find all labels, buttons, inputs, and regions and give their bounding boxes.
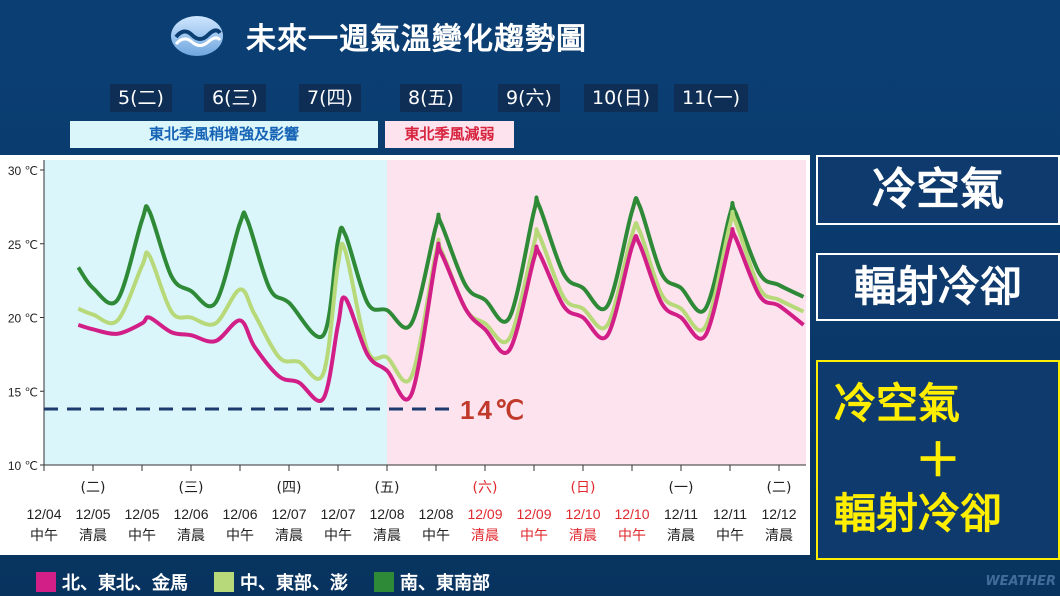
legend-label: 中、東部、澎 — [240, 573, 348, 594]
y-tick-label: 30 ℃ — [8, 164, 38, 178]
day-label: 9(六) — [498, 84, 560, 112]
x-tick-period: 中午 — [716, 528, 744, 544]
x-tick-period: 清晨 — [373, 528, 401, 544]
legend-swatch — [374, 572, 394, 592]
x-tick-date: 12/10 — [565, 506, 600, 522]
x-tick-weekday: (五) — [375, 480, 400, 496]
series-line-1 — [77, 209, 805, 384]
x-tick-date: 12/12 — [761, 506, 796, 522]
background-region-strengthen — [44, 160, 387, 465]
cwa-logo-icon — [171, 16, 223, 56]
x-tick-period: 中午 — [520, 528, 548, 544]
x-tick-weekday: (一) — [669, 480, 694, 496]
x-tick-weekday: (二) — [767, 480, 792, 496]
combined-box: 冷空氣 ＋ 輻射冷卻 — [816, 360, 1060, 560]
x-tick-date: 12/11 — [713, 506, 747, 522]
monsoon-strengthen-band: 東北季風稍增強及影響 — [70, 121, 378, 148]
legend-item-central: 中、東部、澎 — [214, 569, 348, 595]
x-tick-date: 12/04 — [26, 506, 61, 522]
x-tick-period: 中午 — [30, 528, 58, 544]
watermark: WEATHER — [985, 574, 1056, 589]
y-tick-label: 25 ℃ — [8, 238, 38, 252]
x-tick-date: 12/09 — [516, 506, 551, 522]
x-tick-period: 清晨 — [667, 528, 695, 544]
threshold-label: 14℃ — [460, 395, 527, 425]
cold-air-box: 冷空氣 — [816, 155, 1060, 225]
x-tick-period: 清晨 — [79, 528, 107, 544]
x-tick-period: 清晨 — [765, 528, 793, 544]
x-tick-date: 12/11 — [664, 506, 698, 522]
y-tick-label: 20 ℃ — [8, 312, 38, 326]
x-tick-date: 12/08 — [369, 506, 404, 522]
day-label: 11(一) — [674, 84, 749, 112]
x-tick-date: 12/06 — [173, 506, 208, 522]
combined-line2: 輻射冷卻 — [834, 489, 1003, 538]
header: 未來一週氣溫變化趨勢圖 — [170, 12, 587, 60]
x-tick-period: 清晨 — [569, 528, 597, 544]
x-tick-date: 12/08 — [418, 506, 453, 522]
x-tick-weekday: (日) — [571, 480, 596, 496]
x-tick-weekday: (六) — [473, 480, 498, 496]
legend-swatch — [214, 572, 234, 592]
combined-plus: ＋ — [915, 433, 961, 487]
radiative-cooling-box: 輻射冷卻 — [816, 253, 1060, 321]
x-tick-date: 12/05 — [75, 506, 110, 522]
x-tick-weekday: (四) — [277, 480, 302, 496]
day-label: 7(四) — [299, 84, 361, 112]
x-tick-period: 中午 — [618, 528, 646, 544]
page-title: 未來一週氣溫變化趨勢圖 — [246, 22, 587, 57]
legend-item-south: 南、東南部 — [374, 569, 490, 595]
legend-label: 北、東北、金馬 — [62, 573, 188, 594]
x-tick-period: 中午 — [422, 528, 450, 544]
legend: 北、東北、金馬 中、東部、澎 南、東南部 — [36, 570, 516, 594]
x-tick-weekday: (三) — [179, 480, 204, 496]
x-tick-period: 清晨 — [177, 528, 205, 544]
monsoon-weaken-band: 東北季風減弱 — [385, 121, 514, 148]
x-tick-period: 中午 — [324, 528, 352, 544]
x-tick-date: 12/07 — [320, 506, 355, 522]
legend-item-north: 北、東北、金馬 — [36, 569, 188, 595]
x-tick-date: 12/05 — [124, 506, 159, 522]
legend-swatch — [36, 572, 56, 592]
day-label: 5(二) — [110, 84, 172, 112]
x-tick-period: 中午 — [226, 528, 254, 544]
day-label: 8(五) — [400, 84, 462, 112]
x-tick-date: 12/07 — [271, 506, 306, 522]
day-label: 10(日) — [584, 84, 659, 112]
x-tick-period: 清晨 — [471, 528, 499, 544]
series-line-2 — [76, 195, 805, 340]
day-label: 6(三) — [204, 84, 266, 112]
x-tick-period: 中午 — [128, 528, 156, 544]
x-tick-date: 12/09 — [467, 506, 502, 522]
legend-label: 南、東南部 — [400, 573, 490, 594]
x-tick-date: 12/06 — [222, 506, 257, 522]
combined-line1: 冷空氣 — [834, 379, 961, 428]
y-tick-label: 10 ℃ — [8, 459, 38, 473]
series-line-0 — [77, 226, 805, 403]
y-tick-label: 15 ℃ — [8, 385, 38, 399]
x-tick-weekday: (二) — [81, 480, 106, 496]
x-tick-date: 12/10 — [614, 506, 649, 522]
background-region-weaken — [387, 160, 806, 465]
x-tick-period: 清晨 — [275, 528, 303, 544]
